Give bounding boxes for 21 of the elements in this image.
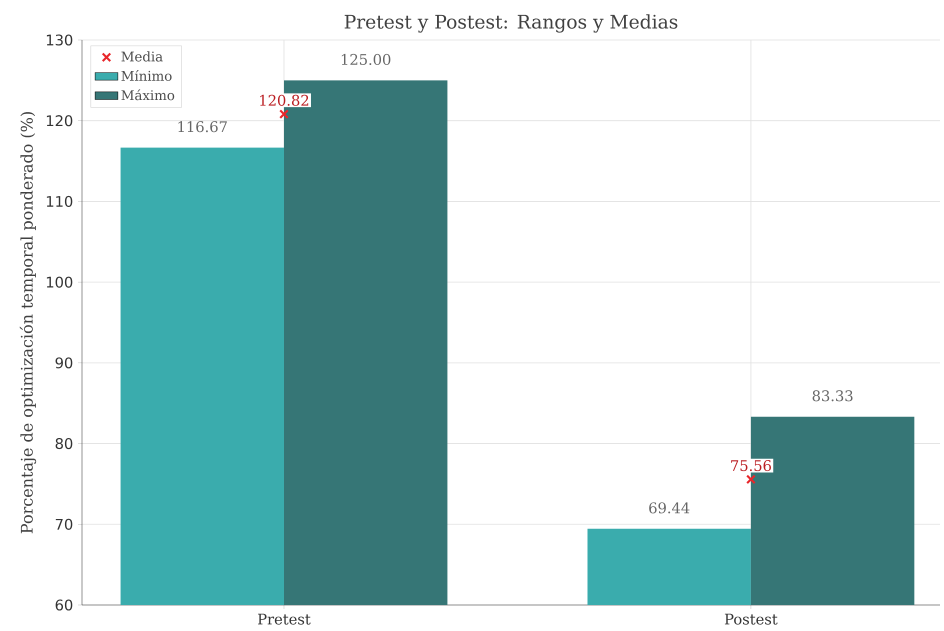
y-tick-label: 120 bbox=[46, 115, 72, 126]
x-tick-label: Postest bbox=[724, 614, 778, 625]
y-tick-label: 90 bbox=[56, 357, 72, 368]
chart-title: Pretest y Postest: Rangos y Medias bbox=[344, 14, 678, 33]
data-label: 116.67 bbox=[178, 121, 227, 132]
y-tick-label: 80 bbox=[56, 438, 72, 450]
y-tick-label: 110 bbox=[46, 196, 72, 207]
data-label: 125.00 bbox=[342, 54, 390, 65]
y-tick-label: 70 bbox=[56, 518, 72, 530]
data-label: 75.56 bbox=[731, 460, 771, 472]
data-label: 120.82 bbox=[260, 94, 308, 106]
y-tick-label: 130 bbox=[46, 34, 72, 46]
y-tick-label: 60 bbox=[56, 599, 72, 611]
data-label: 83.33 bbox=[812, 390, 853, 402]
data-label: 69.44 bbox=[649, 502, 690, 514]
x-tick-label: Pretest bbox=[258, 614, 311, 625]
y-tick-label: 100 bbox=[46, 276, 72, 288]
legend-label: Máximo bbox=[121, 89, 174, 100]
y-axis-title: Porcentaje de optimización temporal ponderado (%) bbox=[20, 112, 36, 534]
legend-label: Mínimo bbox=[121, 70, 172, 81]
legend-label: Media bbox=[121, 51, 163, 62]
